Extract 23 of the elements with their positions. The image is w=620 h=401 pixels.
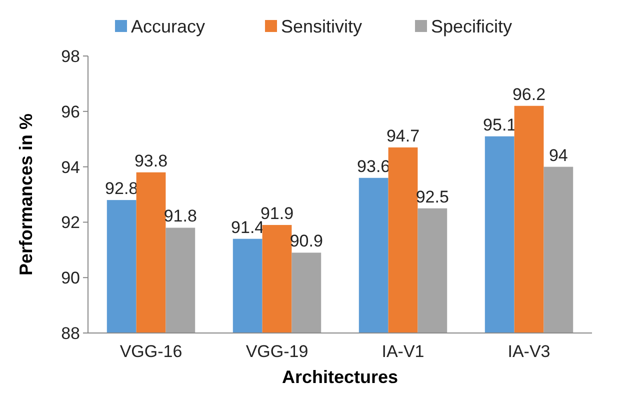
y-tick-label: 94 <box>61 158 80 177</box>
data-label: 94.7 <box>386 126 420 146</box>
data-label: 93.6 <box>357 156 390 176</box>
data-label: 94 <box>548 146 568 165</box>
y-tick-label: 90 <box>61 268 80 288</box>
x-tick-label: IA-V1 <box>382 342 424 361</box>
data-label: 93.8 <box>134 151 168 170</box>
y-tick-label: 96 <box>61 102 80 122</box>
x-axis-title: Architectures <box>282 367 398 387</box>
data-label: 95.1 <box>483 115 516 134</box>
data-label: 91.4 <box>231 218 264 237</box>
data-label: 96.2 <box>512 84 546 104</box>
x-tick-label: VGG-16 <box>120 342 182 361</box>
x-tick-label: VGG-19 <box>246 342 308 361</box>
y-axis-title: Performances in % <box>16 113 36 276</box>
y-tick-label: 88 <box>61 324 80 343</box>
x-tick-label: IA-V3 <box>508 342 550 361</box>
y-tick-label: 92 <box>61 213 80 232</box>
legend-label: Accuracy <box>131 16 206 36</box>
data-label: 92.8 <box>105 179 138 198</box>
y-tick-label: 98 <box>61 46 80 66</box>
legend-label: Sensitivity <box>281 16 362 36</box>
legend-label: Specificity <box>431 16 512 36</box>
